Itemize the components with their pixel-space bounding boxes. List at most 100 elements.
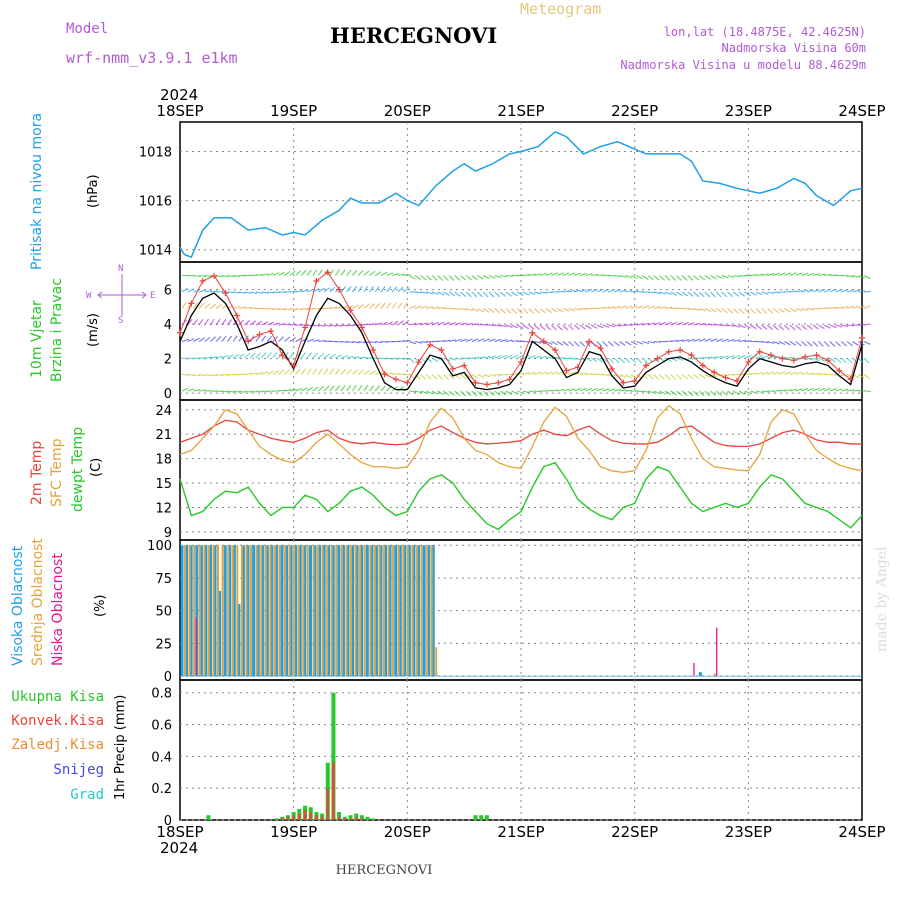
wind-arrow (465, 307, 474, 312)
wind-arrow (539, 371, 547, 376)
wind-arrow (408, 374, 416, 380)
wind-arrow (244, 335, 249, 342)
wind-arrow (767, 324, 773, 331)
wind-label: 10m Vjetar (29, 300, 45, 378)
wind-arrow (204, 356, 212, 359)
wind-arrow (698, 390, 705, 397)
wind-arrow (732, 390, 740, 396)
wind-arrow (784, 341, 791, 346)
wind-arrow (829, 357, 836, 363)
wind-arrow (323, 287, 330, 293)
watermark: made by Angel (874, 546, 890, 652)
x-tick-label-bottom: 23SEP (725, 823, 772, 841)
wind-arrow (431, 291, 439, 295)
wind-arrow (466, 322, 474, 326)
wind-arrow (795, 341, 802, 347)
wind-arrow (448, 374, 455, 380)
wind-arrow (374, 302, 381, 309)
wind-arrow (284, 307, 292, 311)
wind-arrow (647, 305, 655, 310)
wind-arrow (579, 307, 587, 310)
wind-arrow (460, 357, 468, 360)
wind-arrow (789, 341, 797, 346)
precip-bar-total (371, 818, 376, 820)
wind-arrow (534, 355, 542, 359)
wind-arrow (818, 387, 826, 392)
wind-arrow (403, 339, 411, 343)
wind-arrow (477, 308, 484, 313)
wind-arrow (369, 322, 377, 326)
wind-arrow (642, 322, 650, 326)
cloud-bar-high (204, 545, 208, 677)
wind-arrow (710, 390, 716, 397)
wind-arrow (636, 323, 644, 326)
wind-arrow (210, 373, 218, 377)
cloud-bar-high (265, 545, 269, 677)
cloud-bar-high (189, 545, 193, 677)
cloud-bar-high (237, 604, 241, 677)
wind-arrow (812, 324, 819, 330)
wind-arrow (676, 374, 682, 380)
wind-arrow (193, 388, 201, 392)
cloud-bar-mid (406, 545, 409, 677)
wind-arrow (653, 340, 661, 343)
cloud-bar-high (355, 545, 359, 677)
wind-arrow (528, 273, 536, 277)
cloud-bar-mid (392, 545, 395, 677)
wind-arrow (477, 338, 485, 343)
wind-arrow (318, 287, 325, 293)
cloud-bar-mid (382, 545, 385, 677)
gust-marker (290, 362, 297, 369)
wind-arrow (545, 356, 553, 359)
wind-arrow (216, 373, 224, 377)
wind-arrow (801, 341, 808, 347)
gust-marker (347, 307, 354, 314)
wind-arrow (704, 338, 712, 343)
cloud-bar-mid (302, 545, 305, 677)
wind-direction-field (181, 269, 872, 397)
wind-arrow (335, 354, 342, 359)
wind-arrow (630, 290, 638, 293)
wind-arrow (710, 373, 718, 378)
wind-arrow (767, 308, 774, 314)
wind-arrow (653, 374, 660, 380)
y-tick-label: 21 (155, 428, 172, 443)
wind-arrow (659, 390, 666, 395)
precip-bar-total (280, 816, 285, 820)
wind-arrow (477, 356, 485, 359)
wind-arrow (340, 354, 348, 359)
wind-arrow (329, 306, 337, 310)
wind-arrow (363, 323, 371, 326)
wind-arrow (209, 318, 215, 326)
precip-bar-convective (286, 816, 290, 820)
wind-arrow (397, 302, 403, 309)
gust-marker (336, 286, 343, 293)
wind-arrow (266, 370, 274, 375)
wind-arrow (641, 357, 648, 364)
wind-arrow (863, 374, 871, 379)
gust-marker (529, 329, 536, 336)
wind-arrow (659, 306, 667, 310)
wind-arrow (596, 324, 604, 329)
wind-arrow (465, 275, 472, 281)
wind-arrow (835, 388, 843, 392)
wind-arrow (409, 275, 416, 280)
cloud-bar-high (232, 545, 236, 677)
wind-arrow (568, 289, 576, 293)
panel-frame-1 (179, 261, 863, 401)
wind-arrow (755, 390, 763, 394)
wind-arrow (630, 305, 638, 310)
wind-arrow (858, 341, 865, 346)
wind-arrow (642, 275, 649, 280)
wind-arrow (625, 289, 633, 293)
wind-arrow (250, 390, 258, 393)
cloud-bar-mid (430, 545, 433, 677)
wind-arrow (733, 324, 741, 328)
wind-arrow (357, 270, 364, 276)
wind-arrow (244, 306, 252, 310)
wind-arrow (715, 390, 722, 397)
wind-arrow (210, 290, 218, 293)
precip-bar-convective (292, 815, 295, 820)
wind-arrow (676, 357, 684, 361)
gust-marker (552, 346, 559, 353)
